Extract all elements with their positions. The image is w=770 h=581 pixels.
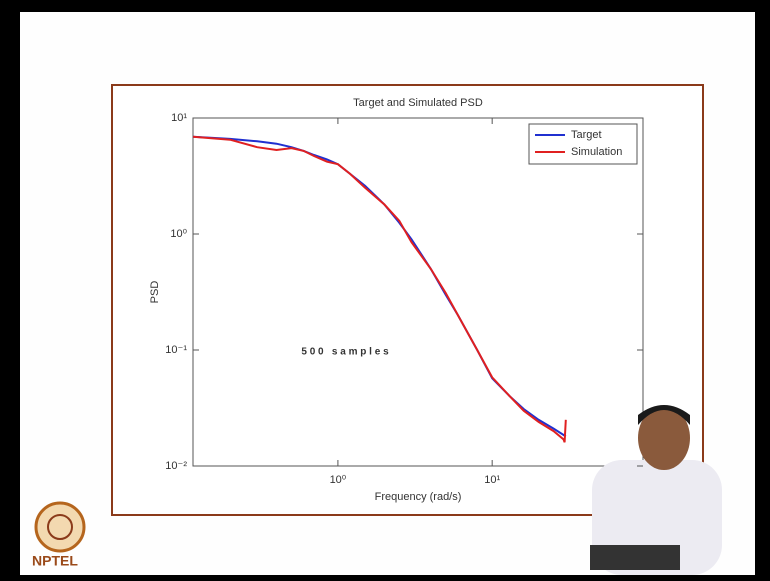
y-tick-label: 10⁻² (165, 460, 187, 472)
legend-label: Target (571, 129, 602, 141)
slide: Target and Simulated PSD Frequency (rad/… (0, 0, 770, 581)
x-axis-label: Frequency (rad/s) (375, 491, 462, 503)
plot-area (193, 118, 643, 466)
y-axis-label: PSD (149, 281, 161, 304)
chart-title: Target and Simulated PSD (353, 97, 483, 109)
logo-text: NPTEL (32, 553, 78, 569)
x-tick-label: 10⁰ (330, 474, 347, 486)
y-tick-label: 10⁰ (170, 228, 187, 240)
logo-icon (36, 503, 84, 551)
page: {"chart_data": {"type": "line", "title":… (0, 0, 770, 581)
x-tick-label: 10¹ (484, 474, 500, 486)
laptop (590, 545, 680, 570)
legend-label: Simulation (571, 146, 622, 158)
annotation: 5 0 0 s a m p l e s (301, 347, 389, 358)
y-tick-label: 10¹ (171, 112, 187, 124)
y-tick-label: 10⁻¹ (165, 344, 187, 356)
